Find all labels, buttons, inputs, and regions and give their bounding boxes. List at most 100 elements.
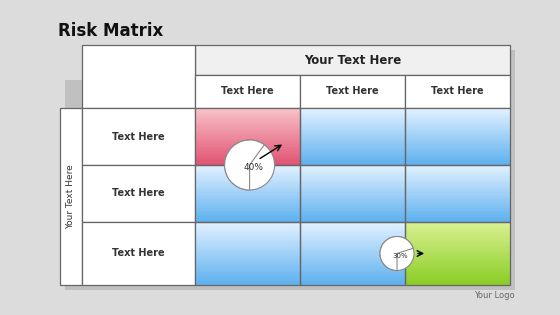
Bar (405, 135, 510, 138)
Bar (405, 172, 510, 175)
Bar (405, 222, 510, 225)
Bar (195, 140, 300, 143)
Bar (405, 133, 510, 136)
Bar (195, 154, 300, 156)
Text: Your Text Here: Your Text Here (67, 164, 76, 229)
Bar (195, 199, 300, 202)
Bar (405, 145, 510, 147)
Bar (405, 167, 510, 170)
Bar (405, 240, 510, 243)
Bar (405, 154, 510, 156)
Bar (300, 129, 405, 131)
Bar (300, 188, 405, 191)
Bar (195, 208, 300, 211)
Bar (195, 217, 300, 220)
Bar (300, 275, 405, 278)
Bar (195, 280, 300, 283)
Bar (405, 129, 510, 131)
Bar (405, 235, 510, 238)
Bar (195, 225, 300, 227)
Bar (405, 138, 510, 140)
Bar (405, 115, 510, 117)
Bar (300, 133, 405, 136)
Bar (195, 262, 300, 265)
Text: Your Text Here: Your Text Here (304, 54, 401, 66)
Bar (195, 165, 300, 222)
Bar (195, 115, 300, 117)
Bar (195, 190, 300, 193)
Bar (405, 245, 510, 248)
Bar (405, 190, 510, 193)
Bar (300, 172, 405, 175)
Bar (195, 147, 300, 150)
Bar (195, 247, 300, 250)
Bar (300, 179, 405, 181)
Bar (195, 110, 300, 113)
Bar (300, 267, 405, 270)
Bar (195, 174, 300, 177)
Bar (300, 222, 405, 285)
Bar (195, 138, 300, 140)
Bar (405, 213, 510, 216)
Bar (405, 204, 510, 207)
Bar (300, 183, 405, 186)
Bar (195, 122, 300, 124)
Bar (300, 252, 405, 255)
Bar (300, 135, 405, 138)
Bar (405, 165, 510, 168)
Bar (405, 149, 510, 152)
Bar (405, 75, 510, 108)
Bar (300, 158, 405, 161)
Bar (405, 156, 510, 159)
Bar (195, 237, 300, 240)
Bar (405, 140, 510, 143)
Bar (195, 188, 300, 191)
Bar (300, 247, 405, 250)
Bar (300, 230, 405, 232)
Bar (405, 270, 510, 273)
Bar (82, 165, 195, 222)
Text: Text Here: Text Here (221, 87, 274, 96)
Bar (300, 145, 405, 147)
Bar (195, 169, 300, 172)
Bar (405, 183, 510, 186)
Bar (195, 195, 300, 198)
Bar (195, 275, 300, 278)
Bar (195, 158, 300, 161)
Bar (195, 131, 300, 134)
Bar (405, 176, 510, 179)
Bar (405, 215, 510, 218)
Bar (300, 147, 405, 150)
Bar (300, 197, 405, 200)
Bar (195, 45, 510, 75)
Bar (82, 222, 195, 285)
Wedge shape (225, 140, 264, 190)
Bar (300, 220, 405, 222)
Bar (195, 156, 300, 159)
Text: Text Here: Text Here (112, 188, 165, 198)
Bar (300, 235, 405, 238)
Bar (195, 126, 300, 129)
Bar (300, 204, 405, 207)
Bar (405, 211, 510, 213)
Bar (195, 220, 300, 222)
Bar (405, 220, 510, 222)
Bar (300, 167, 405, 170)
Bar (300, 250, 405, 253)
Bar (405, 217, 510, 220)
Bar (195, 179, 300, 181)
Bar (195, 265, 300, 268)
Text: Text Here: Text Here (326, 87, 379, 96)
Bar (195, 213, 300, 216)
Bar (300, 222, 405, 225)
Bar (405, 124, 510, 127)
Wedge shape (380, 237, 413, 271)
Bar (405, 275, 510, 278)
Text: Your Logo: Your Logo (474, 291, 515, 300)
Bar (405, 267, 510, 270)
Bar (195, 215, 300, 218)
Bar (405, 197, 510, 200)
Bar (300, 163, 405, 165)
Bar (60, 108, 82, 285)
Bar (300, 283, 405, 285)
